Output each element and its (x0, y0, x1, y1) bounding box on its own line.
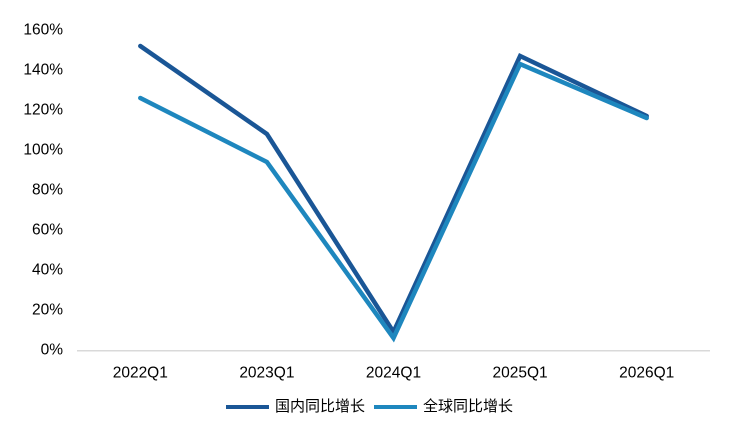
x-axis-tick-label: 2026Q1 (619, 365, 674, 382)
y-axis-tick-label: 60% (32, 222, 63, 239)
x-axis-tick-label: 2022Q1 (113, 365, 168, 382)
legend-label-global: 全球同比增长 (423, 398, 514, 415)
y-axis-tick-label: 20% (32, 302, 63, 319)
x-axis-tick-label: 2024Q1 (366, 365, 421, 382)
y-axis-tick-label: 160% (23, 22, 63, 39)
legend-label-domestic: 国内同比增长 (274, 398, 365, 415)
y-axis-tick-label: 0% (41, 342, 64, 359)
x-axis-tick-label: 2025Q1 (493, 365, 548, 382)
legend-marker-domestic-line (225, 404, 269, 410)
y-axis-tick-label: 120% (23, 102, 63, 119)
series-line-0 (138, 43, 649, 337)
legend: 国内同比增长 全球同比增长 (0, 397, 739, 417)
legend-marker-global-line (374, 404, 417, 410)
y-axis-tick-label: 80% (32, 182, 63, 199)
x-axis-tick-label: 2023Q1 (239, 365, 294, 382)
y-axis-tick-label: 140% (23, 62, 63, 79)
legend-item-domestic: 国内同比增长 (225, 397, 365, 417)
series-line-1 (138, 61, 649, 343)
legend-item-global: 全球同比增长 (374, 397, 513, 417)
y-axis-tick-label: 40% (32, 262, 63, 279)
y-axis-tick-label: 100% (23, 142, 63, 159)
